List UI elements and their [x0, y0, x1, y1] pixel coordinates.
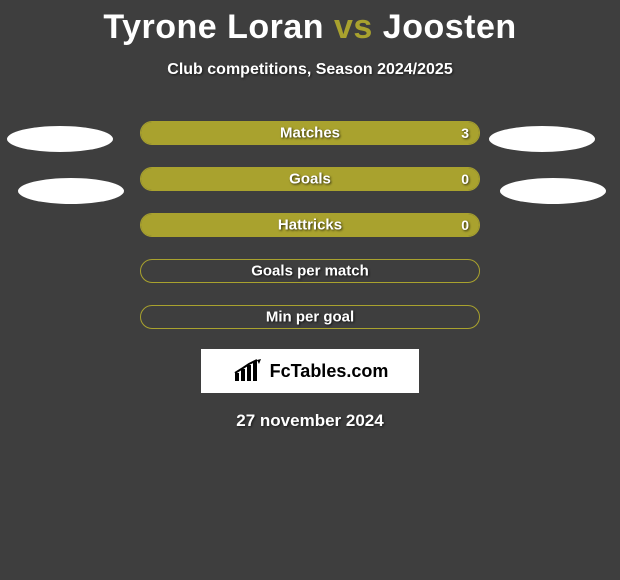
- page-title: Tyrone Loran vs Joosten: [0, 0, 620, 47]
- logo-box: FcTables.com: [201, 349, 419, 393]
- decorative-ellipse: [7, 126, 113, 152]
- stat-value-right: 0: [461, 217, 469, 233]
- title-vs: vs: [334, 8, 373, 46]
- subtitle: Club competitions, Season 2024/2025: [0, 61, 620, 79]
- stat-label: Goals: [289, 171, 331, 188]
- decorative-ellipse: [18, 178, 124, 204]
- title-player1: Tyrone Loran: [103, 8, 324, 46]
- stat-row: Goals 0: [140, 167, 480, 191]
- stat-row: Hattricks 0: [140, 213, 480, 237]
- stat-row: Min per goal: [140, 305, 480, 329]
- title-player2: Joosten: [383, 8, 517, 46]
- stat-label: Min per goal: [266, 309, 354, 326]
- logo-text: FcTables.com: [270, 361, 389, 382]
- stats-container: Matches 3 Goals 0 Hattricks 0 Goals per match M…: [0, 121, 620, 329]
- stat-row: Matches 3: [140, 121, 480, 145]
- decorative-ellipse: [500, 178, 606, 204]
- stat-label: Goals per match: [251, 263, 369, 280]
- stat-value-right: 3: [461, 125, 469, 141]
- bars-icon: [232, 359, 266, 383]
- stat-row: Goals per match: [140, 259, 480, 283]
- stat-value-right: 0: [461, 171, 469, 187]
- stat-label: Hattricks: [278, 217, 342, 234]
- stat-label: Matches: [280, 125, 340, 142]
- date-text: 27 november 2024: [0, 411, 620, 431]
- decorative-ellipse: [489, 126, 595, 152]
